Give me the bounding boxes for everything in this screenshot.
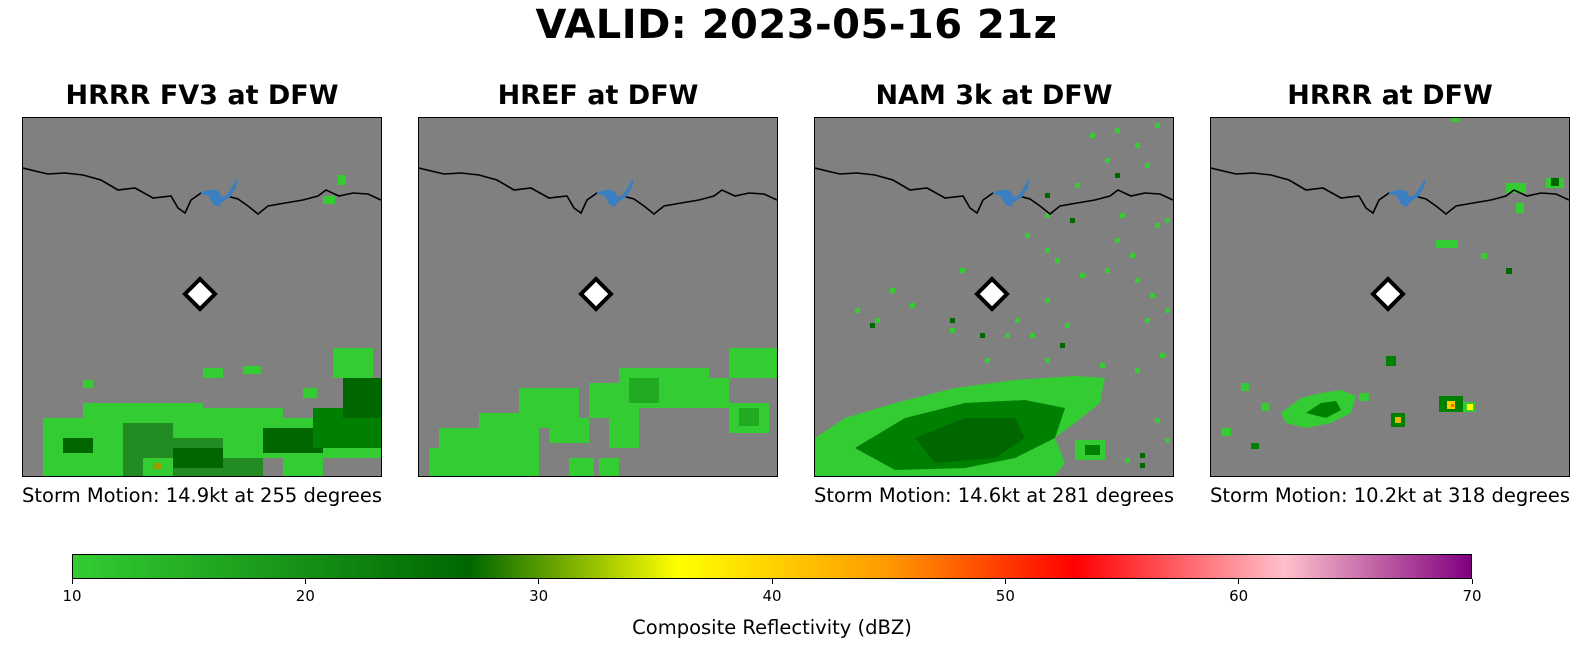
diamond-icon: [974, 276, 1010, 312]
reflectivity-map: [1211, 118, 1569, 449]
colorbar-tick-label: 20: [295, 587, 315, 605]
storm-motion-nam3k: Storm Motion: 14.6kt at 281 degrees: [814, 484, 1174, 507]
colorbar-tick: [71, 579, 73, 584]
storm-motion-hrrr-fv3: Storm Motion: 14.9kt at 255 degrees: [22, 484, 382, 507]
reflectivity-echoes: [43, 175, 381, 476]
colorbar-label: Composite Reflectivity (dBZ): [632, 616, 912, 639]
colorbar-tick-label: 50: [995, 587, 1015, 605]
reflectivity-map: [23, 167, 381, 476]
colorbar-tick: [771, 579, 773, 584]
map-panel-hrrr-fv3: [22, 117, 382, 477]
border-line: [23, 167, 381, 216]
colorbar-tick: [538, 579, 540, 584]
map-panel-hrrr: [1210, 117, 1570, 477]
diamond-icon: [1370, 276, 1406, 312]
map-panel-href: [418, 117, 778, 477]
colorbar-tick-label: 10: [62, 587, 82, 605]
map-panel-nam3k: [814, 117, 1174, 477]
diamond-icon: [578, 276, 614, 312]
colorbar-tick: [1471, 579, 1473, 584]
reflectivity-map: [419, 167, 777, 476]
border-line: [1211, 167, 1569, 216]
storm-motion-hrrr: Storm Motion: 10.2kt at 318 degrees: [1210, 484, 1570, 507]
lake-shape: [200, 179, 238, 207]
panel-title-href: HREF at DFW: [497, 80, 699, 111]
colorbar-tick-label: 30: [529, 587, 549, 605]
colorbar-tick: [1004, 579, 1006, 584]
lake-shape: [596, 179, 634, 207]
colorbar-tick: [1238, 579, 1240, 584]
panel-title-hrrr-fv3: HRRR FV3 at DFW: [65, 80, 339, 111]
colorbar: [72, 554, 1472, 579]
reflectivity-map: [815, 123, 1173, 476]
colorbar-tick-label: 40: [762, 587, 782, 605]
panel-title-hrrr: HRRR at DFW: [1287, 80, 1493, 111]
figure-title: VALID: 2023-05-16 21z: [535, 2, 1058, 48]
colorbar-tick-label: 60: [1229, 587, 1249, 605]
diamond-icon: [182, 276, 218, 312]
colorbar-tick-label: 70: [1462, 587, 1482, 605]
colorbar-tick: [304, 579, 306, 584]
border-line: [419, 167, 777, 216]
scattered-cells-dark: [870, 173, 1145, 468]
panel-title-nam3k: NAM 3k at DFW: [875, 80, 1113, 111]
lake-shape: [1388, 179, 1426, 207]
reflectivity-echoes: [815, 376, 1105, 476]
lake-shape: [992, 179, 1030, 207]
scattered-cells: [855, 123, 1170, 463]
reflectivity-echoes: [1221, 118, 1564, 449]
reflectivity-echoes: [429, 348, 777, 476]
